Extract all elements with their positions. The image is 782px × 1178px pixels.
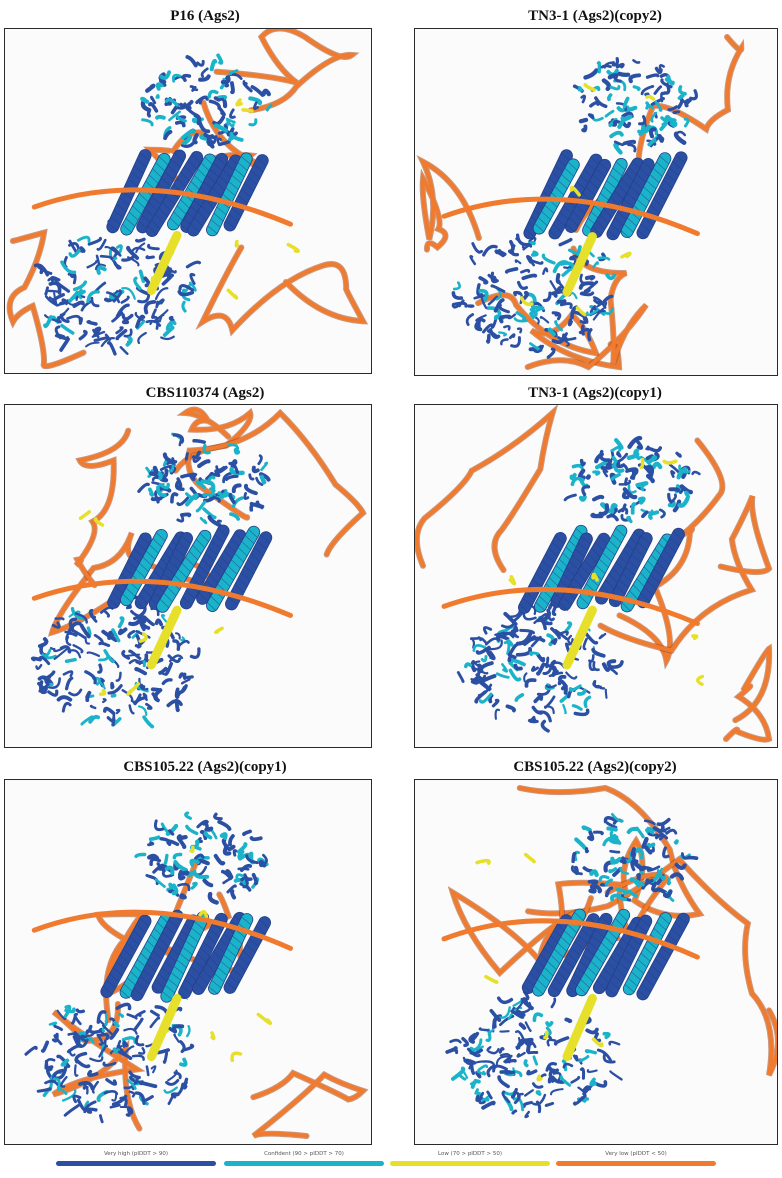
panel-title: TN3-1 (Ags2)(copy1) [528,385,662,401]
protein-structure-panel [4,404,372,748]
protein-structure-image [416,34,745,371]
legend-item-low: Low (70 > pIDDT > 50) [390,1150,550,1166]
plddt-color-legend: Very high (pIDDT > 90) Confident (90 > p… [0,1150,782,1178]
panel-title: TN3-1 (Ags2)(copy2) [528,8,662,24]
legend-item-confident: Confident (90 > pIDDT > 70) [224,1150,384,1166]
legend-color-bar [556,1161,716,1166]
legend-color-bar [224,1161,384,1166]
legend-color-bar [56,1161,216,1166]
protein-structure-panel [414,28,778,376]
legend-label: Very high (pIDDT > 90) [103,1151,169,1157]
protein-structure-panel [414,779,778,1145]
legend-item-very-high: Very high (pIDDT > 90) [56,1150,216,1166]
protein-structure-panel [414,404,778,748]
panel-title: CBS110374 (Ags2) [145,385,265,401]
protein-structure-image [6,29,369,370]
protein-structure-panel [4,28,372,374]
legend-label: Confident (90 > pIDDT > 70) [264,1151,344,1157]
legend-label: Low (70 > pIDDT > 50) [437,1151,503,1157]
protein-structure-image [441,784,777,1119]
protein-structure-image [30,406,367,729]
panel-title: P16 (Ags2) [170,8,240,24]
legend-item-very-low: Very low (pIDDT < 50) [556,1150,716,1166]
panel-title: CBS105.22 (Ags2)(copy2) [513,759,677,775]
panel-title: CBS105.22 (Ags2)(copy1) [123,759,287,775]
legend-label: Very low (pIDDT < 50) [605,1151,667,1157]
protein-structure-image [415,405,773,743]
protein-structure-panel [4,779,372,1145]
legend-color-bar [390,1161,550,1166]
protein-structure-image [24,811,369,1139]
